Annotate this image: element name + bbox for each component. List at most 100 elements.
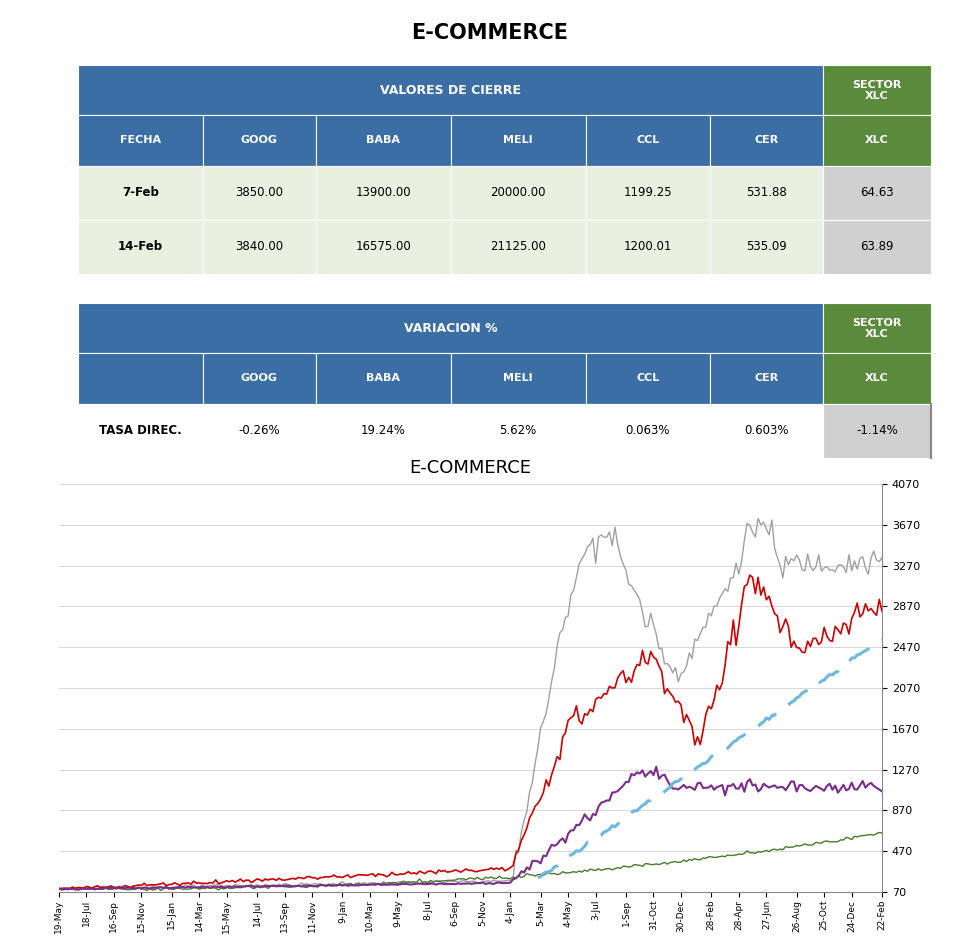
Bar <box>451 220 586 274</box>
Bar <box>78 403 203 457</box>
Text: MELI: MELI <box>504 136 533 145</box>
BABA <box>141 884 153 896</box>
CCL <box>543 845 555 856</box>
Text: -1.14%: -1.14% <box>857 424 898 437</box>
Bar <box>78 304 823 353</box>
BABA <box>876 828 888 839</box>
Text: 535.09: 535.09 <box>746 240 787 253</box>
CCL <box>53 884 65 895</box>
Bar <box>586 165 710 220</box>
CCL <box>560 837 571 848</box>
MELI <box>805 561 816 572</box>
Text: BABA: BABA <box>367 374 400 383</box>
Text: SECTOR
XLC: SECTOR XLC <box>853 318 902 339</box>
MELI <box>560 612 571 623</box>
Bar <box>823 116 931 165</box>
Bar <box>451 403 586 457</box>
CER <box>620 812 632 824</box>
Bar <box>451 353 586 403</box>
Text: 1200.01: 1200.01 <box>623 240 672 253</box>
BABA <box>53 883 65 894</box>
Bar <box>710 403 823 457</box>
Bar <box>823 353 931 403</box>
Text: VARIACION %: VARIACION % <box>404 322 498 335</box>
Bar <box>710 165 823 220</box>
BABA <box>543 867 555 879</box>
Text: 1199.25: 1199.25 <box>623 186 672 199</box>
Line: BABA: BABA <box>59 832 882 890</box>
CCL <box>73 884 84 895</box>
CCL <box>805 786 816 797</box>
BABA <box>750 847 761 859</box>
GOOG <box>59 884 71 895</box>
GOOG <box>744 569 756 581</box>
Text: 0.603%: 0.603% <box>744 424 789 437</box>
Text: 19.24%: 19.24% <box>361 424 406 437</box>
GOOG <box>546 769 558 780</box>
Line: GOOG: GOOG <box>59 575 882 890</box>
Text: CER: CER <box>755 136 778 145</box>
Text: FECHA: FECHA <box>120 136 161 145</box>
Text: VALORES DE CIERRE: VALORES DE CIERRE <box>380 84 521 97</box>
CCL <box>651 761 662 772</box>
CER <box>532 872 544 884</box>
GOOG <box>753 571 764 583</box>
Bar <box>823 65 931 116</box>
Text: SECTOR
XLC: SECTOR XLC <box>853 80 902 102</box>
Text: CCL: CCL <box>636 136 660 145</box>
Bar <box>823 220 931 274</box>
Line: MELI: MELI <box>59 518 882 891</box>
CCL <box>876 786 888 797</box>
MELI <box>53 884 65 896</box>
Bar <box>203 116 316 165</box>
BABA <box>873 827 885 838</box>
Text: 63.89: 63.89 <box>860 240 894 253</box>
GOOG <box>560 727 571 738</box>
Text: 21125.00: 21125.00 <box>490 240 546 253</box>
Bar <box>586 220 710 274</box>
GOOG <box>543 780 555 791</box>
Bar <box>316 403 451 457</box>
Text: BABA: BABA <box>367 136 400 145</box>
Text: 0.063%: 0.063% <box>625 424 670 437</box>
Bar <box>710 220 823 274</box>
Text: 64.63: 64.63 <box>860 186 894 199</box>
CER <box>876 634 888 645</box>
MELI <box>753 512 764 524</box>
Bar <box>451 165 586 220</box>
GOOG <box>876 605 888 617</box>
Bar <box>78 220 203 274</box>
Bar <box>586 116 710 165</box>
Bar <box>823 304 931 353</box>
Bar <box>203 165 316 220</box>
MELI <box>750 531 761 543</box>
Text: MELI: MELI <box>504 374 533 383</box>
CER <box>744 724 756 735</box>
Text: 16575.00: 16575.00 <box>356 240 412 253</box>
Text: XLC: XLC <box>865 136 889 145</box>
CCL <box>753 786 764 797</box>
CER <box>695 759 707 771</box>
Text: 3840.00: 3840.00 <box>235 240 283 253</box>
Text: 20000.00: 20000.00 <box>490 186 546 199</box>
Bar <box>78 353 203 403</box>
BABA <box>546 868 558 880</box>
Text: 3850.00: 3850.00 <box>235 186 283 199</box>
CCL <box>56 884 68 895</box>
GOOG <box>53 883 65 894</box>
Bar <box>78 65 823 116</box>
MELI <box>56 883 68 894</box>
MELI <box>876 551 888 563</box>
Bar <box>823 403 931 457</box>
GOOG <box>805 641 816 652</box>
Bar <box>586 353 710 403</box>
Bar <box>78 116 203 165</box>
Bar <box>823 165 931 220</box>
Text: 5.62%: 5.62% <box>500 424 537 437</box>
Bar <box>451 116 586 165</box>
Line: CCL: CCL <box>59 767 882 889</box>
Bar <box>316 116 451 165</box>
BABA <box>560 867 571 879</box>
Text: 13900.00: 13900.00 <box>356 186 411 199</box>
Text: CER: CER <box>755 374 778 383</box>
